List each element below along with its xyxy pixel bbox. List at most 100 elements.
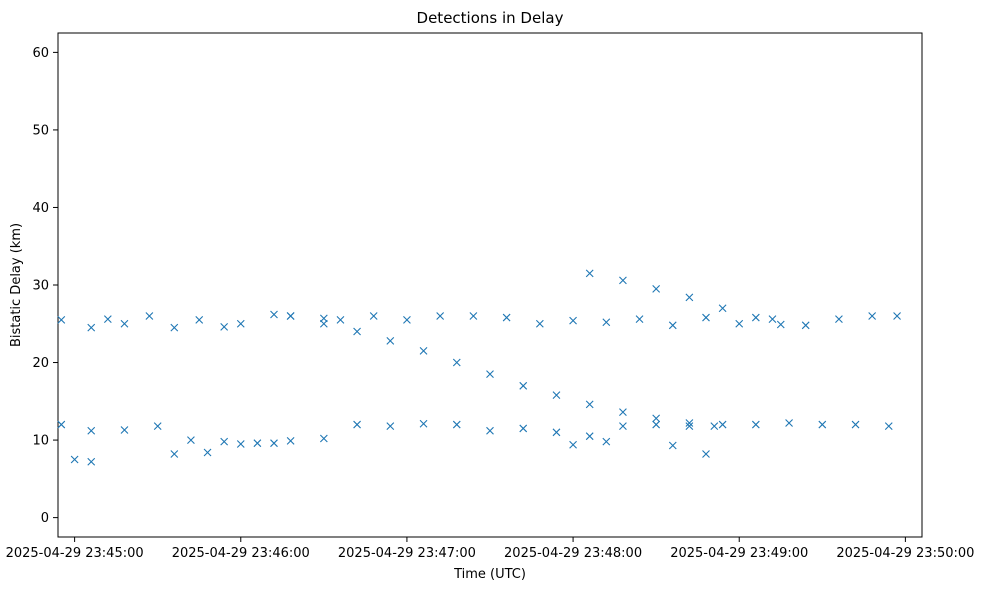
data-point <box>220 322 229 331</box>
data-point <box>569 440 577 449</box>
data-point <box>668 321 677 330</box>
data-point <box>519 381 528 390</box>
data-point <box>893 312 901 320</box>
y-tick-label: 40 <box>32 201 49 216</box>
data-point <box>452 420 461 429</box>
data-point <box>635 315 644 324</box>
data-point <box>486 370 494 379</box>
x-tick-label: 2025-04-29 23:48:00 <box>504 546 642 561</box>
data-point <box>57 420 66 429</box>
y-tick-label: 60 <box>32 46 49 61</box>
data-point <box>718 304 727 313</box>
data-point <box>103 315 112 324</box>
x-tick-label: 2025-04-29 23:50:00 <box>836 546 974 561</box>
y-tick-label: 0 <box>41 511 49 526</box>
data-point <box>386 336 395 345</box>
data-point <box>319 319 328 328</box>
data-point <box>220 437 229 446</box>
data-point <box>319 434 328 443</box>
data-point <box>57 316 66 324</box>
data-point <box>195 316 204 324</box>
data-point <box>552 391 561 399</box>
data-point <box>602 437 611 446</box>
data-point <box>668 441 677 450</box>
y-tick-label: 50 <box>32 123 49 138</box>
y-axis-label: Bistatic Delay (km) <box>9 223 24 347</box>
data-point <box>585 400 594 409</box>
data-point <box>619 276 627 285</box>
data-point <box>286 436 295 445</box>
data-point <box>652 284 661 293</box>
data-point <box>751 420 760 429</box>
x-axis-label: Time (UTC) <box>453 567 526 582</box>
data-point <box>835 315 843 324</box>
data-point <box>419 419 428 428</box>
x-axis-ticks: 2025-04-29 23:45:00 2025-04-29 23:46:00 20… <box>6 537 974 561</box>
data-point <box>619 408 627 417</box>
data-point <box>170 450 179 458</box>
y-tick-label: 30 <box>32 279 49 294</box>
data-point <box>884 422 893 431</box>
x-tick-label: 2025-04-29 23:47:00 <box>338 546 476 561</box>
data-point <box>685 422 694 431</box>
data-point <box>602 318 611 327</box>
data-point <box>702 450 710 458</box>
data-point <box>187 436 195 444</box>
data-point <box>801 321 810 330</box>
data-point <box>87 457 96 466</box>
data-point <box>336 316 345 324</box>
data-point <box>585 269 594 278</box>
data-point <box>145 312 154 320</box>
data-point <box>452 358 461 367</box>
data-point <box>120 426 129 434</box>
data-point <box>386 422 395 431</box>
data-point <box>70 455 79 464</box>
data-point <box>851 420 860 429</box>
data-point <box>419 347 428 355</box>
data-point <box>486 426 494 435</box>
x-tick-label: 2025-04-29 23:45:00 <box>6 546 144 561</box>
data-point <box>203 448 212 457</box>
data-point <box>718 420 727 429</box>
data-point <box>236 319 245 328</box>
data-point <box>502 313 511 322</box>
data-point <box>286 312 295 320</box>
data-point <box>519 424 528 433</box>
data-point <box>818 420 827 429</box>
y-tick-label: 10 <box>32 434 49 449</box>
data-point <box>585 432 594 441</box>
chart-title: Detections in Delay <box>417 9 564 27</box>
data-point <box>785 419 793 427</box>
data-point <box>735 319 744 328</box>
data-point <box>120 319 129 328</box>
data-point <box>87 323 96 332</box>
data-point <box>569 316 577 325</box>
data-point <box>403 316 411 324</box>
data-point <box>353 327 361 336</box>
data-point <box>170 323 179 332</box>
data-point <box>253 439 262 448</box>
data-point <box>552 428 561 437</box>
data-point <box>270 439 278 448</box>
data-point <box>236 440 245 448</box>
data-point <box>652 414 661 423</box>
data-point <box>710 422 719 431</box>
data-point <box>353 420 361 429</box>
x-tick-label: 2025-04-29 23:49:00 <box>670 546 808 561</box>
data-point <box>685 419 694 427</box>
data-point <box>685 293 694 302</box>
data-point <box>369 312 378 320</box>
plot-area <box>57 32 923 538</box>
data-point <box>702 313 710 322</box>
data-point <box>776 320 785 329</box>
data-point <box>436 312 445 320</box>
data-point <box>535 319 544 328</box>
data-point <box>751 313 760 322</box>
data-point <box>270 310 278 319</box>
data-point <box>652 420 661 429</box>
x-tick-label: 2025-04-29 23:46:00 <box>172 546 310 561</box>
y-axis-ticks: 0 10 20 30 40 50 60 <box>32 46 58 526</box>
data-point <box>87 426 96 435</box>
data-point <box>868 312 877 320</box>
